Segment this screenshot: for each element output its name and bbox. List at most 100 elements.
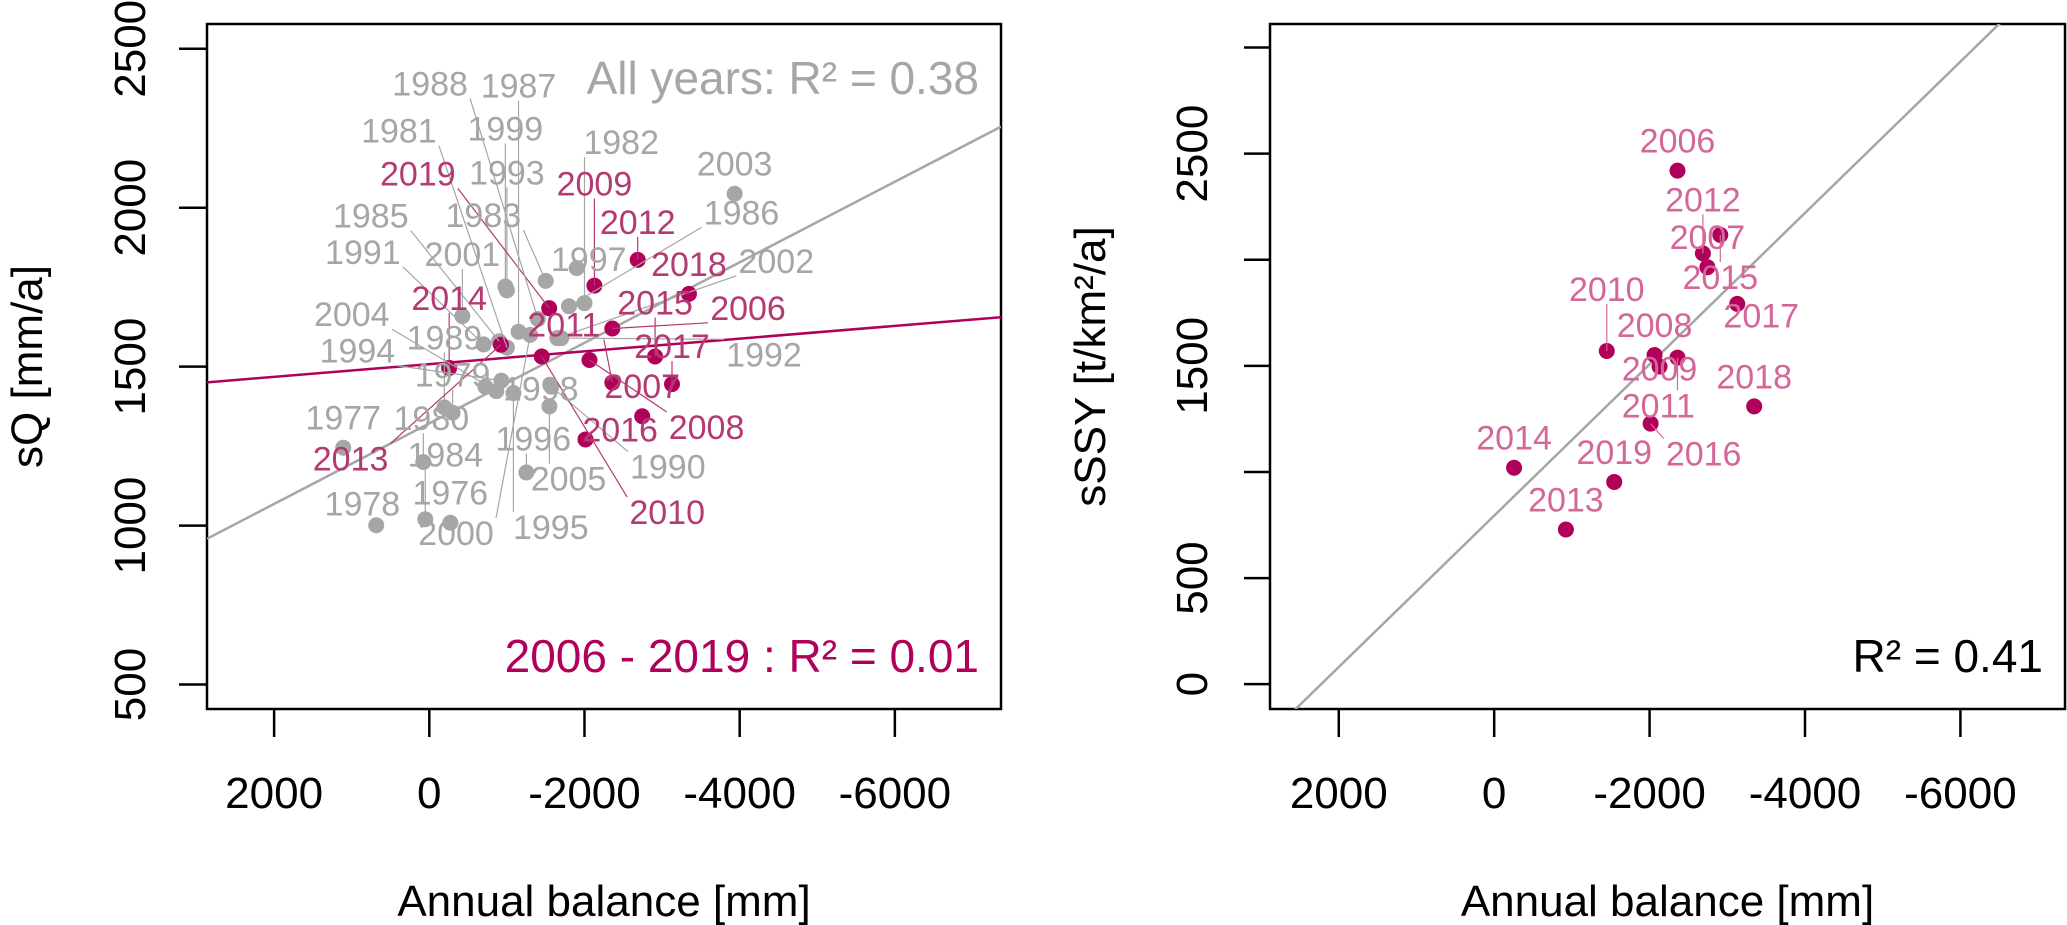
point-label-2009: 2009 <box>557 166 633 204</box>
label-leader-lines <box>1606 214 1721 439</box>
leader-line-2010 <box>541 356 628 498</box>
data-point-2013 <box>1557 521 1574 538</box>
data-point-2003 <box>726 185 743 202</box>
x-tick-label: -4000 <box>1749 769 1862 818</box>
leader-line-1988 <box>469 98 539 320</box>
point-label-2017: 2017 <box>1723 297 1799 335</box>
leader-line-2016 <box>1650 423 1665 439</box>
data-points <box>1506 162 1763 538</box>
leader-line-2019 <box>457 188 550 309</box>
leader-line-1981 <box>438 145 508 348</box>
data-point-2007 <box>634 408 651 425</box>
regression-line-all-years <box>207 125 1001 540</box>
x-tick-label: -2000 <box>528 769 641 818</box>
point-label-1979: 1979 <box>415 357 491 395</box>
point-label-1996: 1996 <box>495 421 571 459</box>
regression-lines <box>1293 24 2001 709</box>
y-tick-label: 2500 <box>1168 105 1217 203</box>
r-squared-annotation: All years: R² = 0.38 <box>587 52 979 104</box>
data-point-1977 <box>335 439 352 456</box>
point-label-2016: 2016 <box>582 411 658 449</box>
point-label-1986: 1986 <box>704 194 780 232</box>
point-label-2002: 2002 <box>738 243 814 281</box>
r-squared-annotation: 2006 - 2019 : R² = 0.01 <box>505 630 979 682</box>
point-label-2015: 2015 <box>1682 259 1758 297</box>
y-tick-label: 1500 <box>1168 317 1217 415</box>
point-label-2003: 2003 <box>697 146 773 184</box>
point-label-1990: 1990 <box>630 448 706 486</box>
point-label-1999: 1999 <box>468 111 544 149</box>
leader-line-2000 <box>495 334 531 519</box>
leader-line-2008 <box>589 359 667 413</box>
point-label-2017: 2017 <box>634 328 710 366</box>
point-label-1981: 1981 <box>361 113 437 151</box>
data-point-2018 <box>1746 398 1763 415</box>
y-tick-label: 500 <box>1168 541 1217 614</box>
y-tick-label: 2500 <box>106 0 155 98</box>
r-squared-annotation: R² = 0.41 <box>1853 630 2044 682</box>
x-axis-title: Annual balance [mm] <box>1461 877 1874 925</box>
point-label-2012: 2012 <box>1665 181 1741 219</box>
point-label-1985: 1985 <box>333 198 409 236</box>
data-point-1976 <box>442 514 459 531</box>
leader-line-2004 <box>391 328 497 392</box>
leader-line-2006 <box>612 322 709 330</box>
point-label-2019: 2019 <box>1576 434 1652 472</box>
point-label-2006: 2006 <box>1640 123 1716 161</box>
point-label-1994: 1994 <box>320 333 396 371</box>
y-tick-label: 2000 <box>106 159 155 257</box>
point-label-2010: 2010 <box>629 494 705 532</box>
point-label-2007: 2007 <box>1670 219 1746 257</box>
y-tick-label: 1000 <box>106 477 155 575</box>
data-point-2006 <box>1669 162 1686 179</box>
leader-line-1985 <box>410 230 500 342</box>
point-label-1997: 1997 <box>551 241 627 279</box>
point-label-2015: 2015 <box>617 284 693 322</box>
point-label-2014: 2014 <box>411 280 487 318</box>
x-tick-label: -4000 <box>683 769 796 818</box>
point-label-1998: 1998 <box>503 371 579 409</box>
point-label-1989: 1989 <box>407 319 483 357</box>
x-tick-label: 2000 <box>1290 769 1388 818</box>
x-axis-title: Annual balance [mm] <box>397 877 810 925</box>
point-label-2019: 2019 <box>380 155 456 193</box>
x-tick-label: 0 <box>417 769 441 818</box>
y-tick-label: 0 <box>1168 672 1217 696</box>
leader-line-1994 <box>397 365 502 382</box>
x-tick-label: -6000 <box>839 769 952 818</box>
y-tick-label: 1500 <box>106 318 155 416</box>
data-point-2009 <box>1651 358 1668 375</box>
regression-line-recent <box>207 315 1001 384</box>
point-label-2012: 2012 <box>600 204 676 242</box>
point-label-2004: 2004 <box>314 296 390 334</box>
leader-line-1992 <box>561 337 724 340</box>
x-tick-label: -2000 <box>1593 769 1706 818</box>
point-label-2010: 2010 <box>1569 271 1645 309</box>
point-label-2008: 2008 <box>1617 307 1693 345</box>
point-label-1992: 1992 <box>726 336 802 374</box>
point-label-2006: 2006 <box>710 290 786 328</box>
y-axis-title: sQ [mm/a] <box>3 265 52 468</box>
x-tick-label: -6000 <box>1904 769 2017 818</box>
label-leader-lines <box>375 98 737 526</box>
regression-line-recent <box>1293 24 2001 709</box>
point-label-1982: 1982 <box>583 124 659 162</box>
point-label-2011: 2011 <box>1622 387 1695 425</box>
point-label-2008: 2008 <box>669 409 745 447</box>
regression-lines <box>207 125 1001 540</box>
point-label-1980: 1980 <box>394 400 470 438</box>
y-tick-label: 500 <box>106 648 155 721</box>
point-label-1993: 1993 <box>469 154 545 192</box>
leader-line-1983 <box>522 229 547 282</box>
point-label-1991: 1991 <box>325 234 401 272</box>
point-label-2011: 2011 <box>527 307 600 345</box>
data-point-2019 <box>1606 473 1623 490</box>
leader-line-1991 <box>402 266 485 345</box>
point-label-1988: 1988 <box>392 66 468 104</box>
data-point-2018 <box>680 285 697 302</box>
panel-sssy-vs-balance: 2000 0 -2000 -4000 -6000 0 500 1500 2500 Annual b… <box>1066 22 2067 925</box>
leader-line-1990 <box>551 386 629 452</box>
point-label-1977: 1977 <box>305 400 381 438</box>
x-tick-label: 2000 <box>225 769 323 818</box>
